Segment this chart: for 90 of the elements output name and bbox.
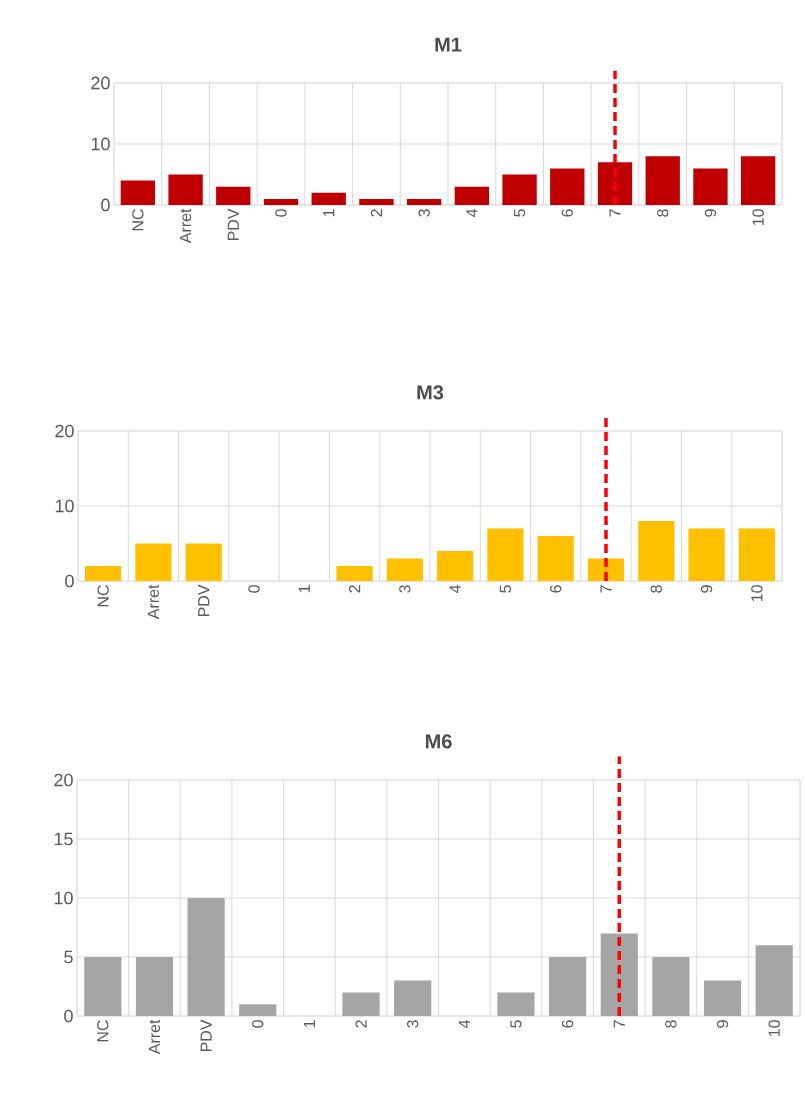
y-tick-label: 10 xyxy=(54,891,73,905)
x-tick-label: 3 xyxy=(418,209,430,217)
bar xyxy=(550,168,585,205)
bar xyxy=(755,945,793,1016)
bar xyxy=(693,168,728,205)
x-tick-label: 10 xyxy=(751,585,763,602)
bar xyxy=(84,957,122,1016)
x-tick-label: 8 xyxy=(657,209,669,217)
bar xyxy=(652,957,690,1016)
x-tick-label: 10 xyxy=(752,209,764,226)
bar xyxy=(638,520,675,581)
x-tick-label: 1 xyxy=(323,209,335,217)
x-tick-label: 9 xyxy=(704,209,717,217)
x-tick-label: 6 xyxy=(561,209,573,217)
chart-title: M3 xyxy=(417,385,444,400)
bar xyxy=(487,528,524,581)
bar xyxy=(216,186,251,205)
x-tick-label: 9 xyxy=(716,1020,729,1028)
x-tick-label: 6 xyxy=(550,585,562,593)
bar xyxy=(688,528,725,581)
x-tick-label: 1 xyxy=(303,1020,315,1028)
y-tick-label: 20 xyxy=(54,773,73,787)
bar xyxy=(135,957,174,1016)
bar xyxy=(311,192,346,205)
x-tick-label: 7 xyxy=(609,209,621,217)
bar xyxy=(497,992,535,1016)
x-tick-label: 5 xyxy=(513,209,526,217)
x-tick-label: NC xyxy=(97,585,109,607)
bar xyxy=(406,198,442,205)
bar xyxy=(645,156,680,205)
x-tick-label: 3 xyxy=(407,1020,419,1028)
bar xyxy=(703,980,742,1016)
x-tick-label: Arret xyxy=(148,1019,161,1055)
x-tick-label: 6 xyxy=(561,1020,574,1028)
y-tick-label: 20 xyxy=(91,76,110,90)
x-tick-label: 5 xyxy=(499,585,512,593)
bar xyxy=(342,992,380,1016)
bar xyxy=(740,156,776,205)
x-tick-label: 0 xyxy=(275,209,287,217)
x-tick-label: PDV xyxy=(198,584,210,617)
chart-title: M1 xyxy=(435,37,462,52)
x-tick-label: 10 xyxy=(768,1020,780,1037)
chart-title: M6 xyxy=(425,734,452,749)
x-tick-label: 2 xyxy=(348,585,361,593)
x-tick-label: Arret xyxy=(147,584,160,620)
bar xyxy=(263,198,299,205)
bar xyxy=(437,550,474,581)
bar xyxy=(187,898,225,1016)
bar xyxy=(359,198,394,205)
bar xyxy=(185,543,222,581)
bar xyxy=(600,933,638,1016)
y-tick-label: 20 xyxy=(55,424,74,438)
bar xyxy=(168,174,203,205)
x-tick-label: 4 xyxy=(449,584,461,594)
bar xyxy=(120,180,156,205)
x-tick-label: NC xyxy=(97,1020,109,1042)
bar xyxy=(597,162,633,205)
bar xyxy=(135,543,172,581)
x-tick-label: 7 xyxy=(613,1020,625,1028)
x-tick-label: 2 xyxy=(370,209,383,217)
bar xyxy=(454,186,490,205)
y-tick-label: 10 xyxy=(91,137,110,151)
x-tick-label: PDV xyxy=(227,208,239,241)
bar xyxy=(336,565,373,581)
x-tick-label: 1 xyxy=(298,585,310,593)
x-tick-label: 0 xyxy=(248,585,260,593)
bar xyxy=(85,565,122,581)
x-tick-label: 2 xyxy=(355,1020,367,1028)
bar xyxy=(738,528,775,581)
x-tick-label: 7 xyxy=(600,585,612,593)
x-tick-label: 8 xyxy=(665,1020,677,1028)
y-tick-label: 5 xyxy=(64,950,73,964)
bar xyxy=(549,957,587,1016)
x-tick-label: 3 xyxy=(399,585,411,593)
x-tick-label: 9 xyxy=(700,585,713,593)
bar xyxy=(502,174,537,205)
x-tick-label: 0 xyxy=(252,1020,264,1028)
y-tick-label: 15 xyxy=(54,832,73,846)
x-tick-label: NC xyxy=(132,209,144,231)
x-tick-label: 4 xyxy=(458,1019,470,1029)
bar xyxy=(537,535,574,581)
x-tick-label: 5 xyxy=(510,1020,522,1028)
x-tick-label: Arret xyxy=(179,208,192,244)
bar xyxy=(239,1004,277,1016)
x-tick-label: PDV xyxy=(200,1019,212,1052)
bar xyxy=(394,980,432,1016)
x-tick-label: 8 xyxy=(650,585,662,593)
y-tick-label: 10 xyxy=(55,499,74,513)
x-tick-label: 4 xyxy=(466,208,478,218)
bar xyxy=(386,558,423,581)
